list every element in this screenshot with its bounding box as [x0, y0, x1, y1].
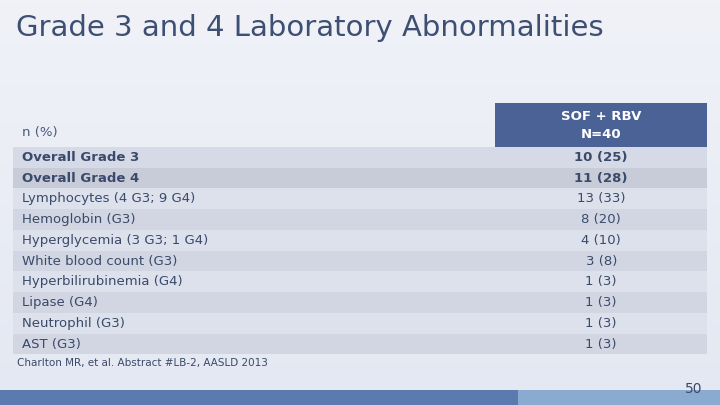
FancyBboxPatch shape — [13, 147, 707, 168]
FancyBboxPatch shape — [13, 292, 707, 313]
Text: 1 (3): 1 (3) — [585, 337, 617, 350]
Text: 1 (3): 1 (3) — [585, 275, 617, 288]
Text: 8 (20): 8 (20) — [581, 213, 621, 226]
Text: White blood count (G3): White blood count (G3) — [22, 255, 178, 268]
Text: n (%): n (%) — [22, 126, 57, 139]
Text: Hemoglobin (G3): Hemoglobin (G3) — [22, 213, 136, 226]
Text: 3 (8): 3 (8) — [585, 255, 617, 268]
FancyBboxPatch shape — [13, 230, 707, 251]
Text: 11 (28): 11 (28) — [575, 172, 628, 185]
FancyBboxPatch shape — [495, 103, 707, 147]
FancyBboxPatch shape — [13, 251, 707, 271]
FancyBboxPatch shape — [0, 390, 518, 405]
FancyBboxPatch shape — [13, 168, 707, 188]
Text: 1 (3): 1 (3) — [585, 317, 617, 330]
FancyBboxPatch shape — [13, 271, 707, 292]
FancyBboxPatch shape — [13, 188, 707, 209]
FancyBboxPatch shape — [518, 390, 720, 405]
FancyBboxPatch shape — [13, 313, 707, 334]
Text: Lipase (G4): Lipase (G4) — [22, 296, 98, 309]
Text: Charlton MR, et al. Abstract #LB-2, AASLD 2013: Charlton MR, et al. Abstract #LB-2, AASL… — [17, 358, 267, 369]
FancyBboxPatch shape — [13, 334, 707, 354]
Text: Lymphocytes (4 G3; 9 G4): Lymphocytes (4 G3; 9 G4) — [22, 192, 196, 205]
Text: Hyperbilirubinemia (G4): Hyperbilirubinemia (G4) — [22, 275, 183, 288]
Text: AST (G3): AST (G3) — [22, 337, 81, 350]
Text: Grade 3 and 4 Laboratory Abnormalities: Grade 3 and 4 Laboratory Abnormalities — [16, 14, 603, 42]
Text: Overall Grade 3: Overall Grade 3 — [22, 151, 140, 164]
Text: 1 (3): 1 (3) — [585, 296, 617, 309]
Text: 13 (33): 13 (33) — [577, 192, 626, 205]
FancyBboxPatch shape — [13, 209, 707, 230]
Text: 4 (10): 4 (10) — [581, 234, 621, 247]
Text: Hyperglycemia (3 G3; 1 G4): Hyperglycemia (3 G3; 1 G4) — [22, 234, 209, 247]
Text: 10 (25): 10 (25) — [575, 151, 628, 164]
Text: SOF + RBV
N=40: SOF + RBV N=40 — [561, 110, 642, 141]
Text: Overall Grade 4: Overall Grade 4 — [22, 172, 140, 185]
Text: 50: 50 — [685, 382, 702, 396]
Text: Neutrophil (G3): Neutrophil (G3) — [22, 317, 125, 330]
